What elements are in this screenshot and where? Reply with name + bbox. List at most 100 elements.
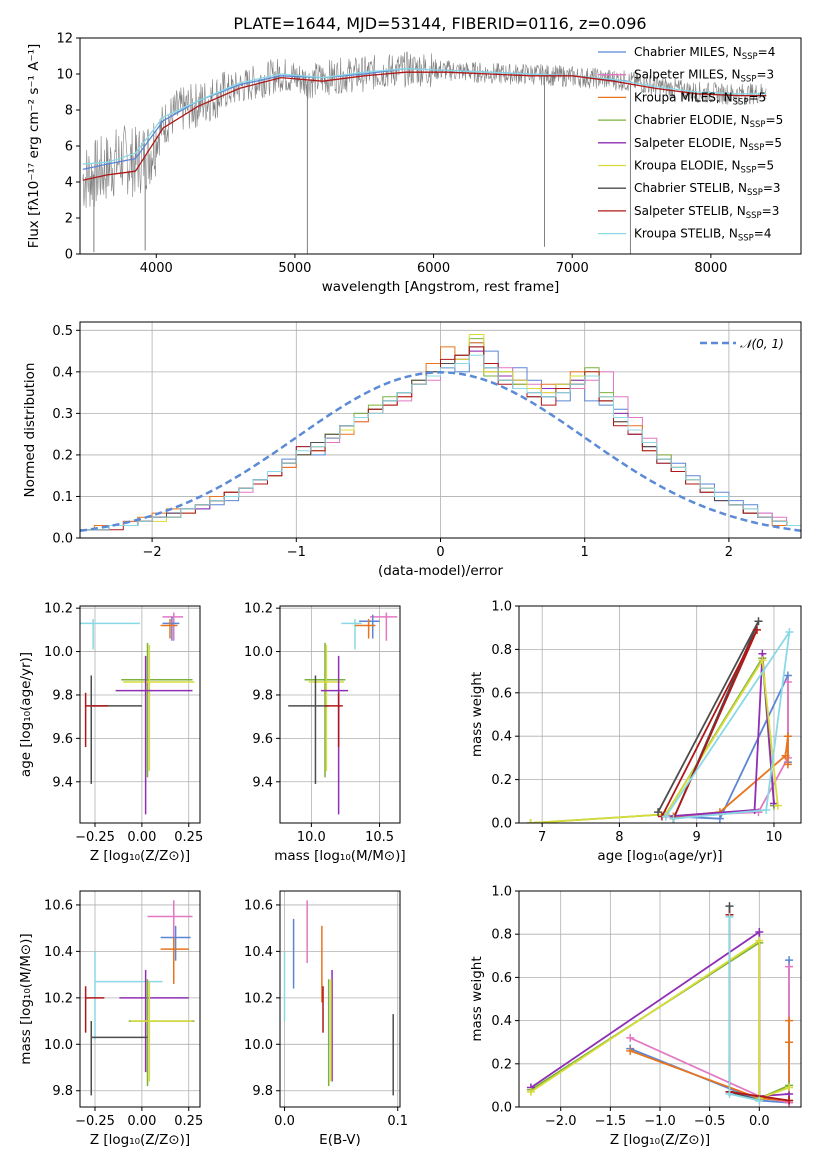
errorbar-point <box>370 612 398 641</box>
y-tick-label: 0.0 <box>52 532 73 547</box>
x-tick-label: 0.00 <box>127 830 156 845</box>
axes-frame <box>279 605 401 824</box>
x-tick-label: 4000 <box>140 261 173 276</box>
weight-marker <box>661 812 670 821</box>
x-tick-label: 2 <box>725 545 733 560</box>
plot-area <box>82 51 767 254</box>
errorbar-point <box>84 692 109 748</box>
x-tick-label: 9 <box>693 830 701 845</box>
y-tick-label: 10.4 <box>44 945 73 960</box>
y-tick-label: 9.8 <box>52 688 73 703</box>
y-tick-label: 10.0 <box>244 645 273 660</box>
plot-area <box>526 902 794 1107</box>
y-tick-label: 0 <box>65 248 73 263</box>
errorbar-point <box>147 900 193 963</box>
plot-area <box>80 612 195 815</box>
x-tick-label: 0.00 <box>127 1114 156 1129</box>
y-tick-label: 10.6 <box>44 898 73 913</box>
y-axis-label: mass [log₁₀(M/M⊙)] <box>18 933 34 1064</box>
axes-frame <box>518 890 802 1108</box>
errorbar-point <box>94 951 163 1040</box>
y-axis-label: Normed distribution <box>22 363 38 498</box>
weight-marker <box>773 801 782 810</box>
x-tick-label: −1 <box>287 545 306 560</box>
y-tick-label: 10.2 <box>244 602 273 617</box>
y-tick-label: 0.6 <box>491 971 512 986</box>
weight-marker <box>526 1087 535 1096</box>
y-axis-label: mass weight <box>469 672 485 757</box>
errorbar-point <box>123 645 195 771</box>
y-tick-label: 4 <box>65 176 73 191</box>
y-axis-label: Flux [fλ10⁻¹⁷ erg cm⁻² s⁻¹ A⁻¹] <box>26 44 42 249</box>
legend-label: Chabrier ELODIE, NSSP=5 <box>634 113 783 130</box>
legend-label: Chabrier MILES, NSSP=4 <box>634 45 775 62</box>
y-tick-label: 10.0 <box>44 1038 73 1053</box>
weight-series <box>530 655 775 823</box>
y-tick-label: 0.2 <box>491 773 512 788</box>
errorbar-point <box>121 642 193 778</box>
errorbar-point <box>355 619 376 639</box>
weight-marker <box>783 732 792 741</box>
weight-marker <box>725 912 734 921</box>
x-axis-label: Z [log₁₀(Z/Z⊙)] <box>90 848 190 864</box>
y-tick-label: 1.0 <box>491 885 512 900</box>
x-tick-label: 0.0 <box>274 1114 295 1129</box>
model-spectrum <box>82 67 767 165</box>
y-tick-label: 1.0 <box>491 600 512 615</box>
chart-age_vs_mass: 10.0 10.5 9.4 9.6 9.8 10.0 10.2 mass [log₁₀(M/M… <box>244 602 406 864</box>
chart-residuals: −2 −1 0 1 2 0.0 0.1 0.2 0.3 0.4 0.5 (data-model)/er… <box>22 321 802 579</box>
x-tick-label: −2 <box>143 545 162 560</box>
x-tick-label: 8 <box>615 830 623 845</box>
plot-area <box>288 612 398 815</box>
legend: Chabrier MILES, NSSP=4 Salpeter MILES, NS… <box>598 45 783 244</box>
x-tick-label: 0.0 <box>749 1114 770 1129</box>
figure-title: PLATE=1644, MJD=53144, FIBERID=0116, z=0… <box>233 14 646 33</box>
weight-marker <box>654 808 663 817</box>
y-tick-label: 2 <box>65 212 73 227</box>
errorbar-point <box>90 675 142 784</box>
x-tick-label: 7 <box>538 830 546 845</box>
x-tick-label: 8000 <box>694 261 727 276</box>
weight-marker <box>785 1083 794 1092</box>
normal-reference-curve <box>80 371 801 532</box>
y-tick-label: 10.4 <box>244 945 273 960</box>
errorbar-point <box>160 937 189 984</box>
x-axis-label: age [log₁₀(age/yr)] <box>597 848 722 864</box>
y-tick-label: 10.0 <box>44 645 73 660</box>
plot-area <box>80 334 801 538</box>
weight-marker <box>755 928 764 937</box>
weight-marker <box>755 936 764 945</box>
model-spectrum <box>82 71 767 181</box>
errorbar-point <box>160 619 178 639</box>
y-tick-label: 0.4 <box>491 730 512 745</box>
weight-marker <box>626 1033 635 1042</box>
weight-marker <box>785 1096 794 1105</box>
legend-label: Chabrier STELIB, NSSP=3 <box>634 181 781 198</box>
axes-frame <box>518 605 802 824</box>
legend-label: Kroupa STELIB, NSSP=4 <box>634 227 772 244</box>
weight-marker <box>785 1016 794 1025</box>
x-tick-label: −0.25 <box>75 830 115 845</box>
legend-label: Salpeter STELIB, NSSP=3 <box>634 204 779 221</box>
plot-area <box>84 900 195 1096</box>
weight-marker <box>783 760 792 769</box>
y-tick-label: 10 <box>56 68 73 83</box>
y-tick-label: 12 <box>56 32 73 47</box>
x-tick-label: −0.25 <box>75 1114 115 1129</box>
weight-marker <box>725 1090 734 1099</box>
observed-spectrum <box>82 51 767 208</box>
x-tick-label: −0.5 <box>694 1114 726 1129</box>
x-axis-label: mass [log₁₀(M/M⊙)] <box>274 848 405 864</box>
y-tick-label: 10.2 <box>244 991 273 1006</box>
x-tick-label: −2.0 <box>545 1114 577 1129</box>
x-tick-label: 5000 <box>278 261 311 276</box>
y-tick-label: 0.2 <box>52 448 73 463</box>
y-tick-label: 0.1 <box>52 490 73 505</box>
errorbar-point <box>80 619 140 650</box>
x-axis-label: (data-model)/error <box>378 563 504 579</box>
weight-marker <box>626 1046 635 1055</box>
y-tick-label: 10.0 <box>244 1038 273 1053</box>
y-tick-label: 9.8 <box>252 688 273 703</box>
y-tick-label: 0.4 <box>52 365 73 380</box>
y-tick-label: 9.8 <box>52 1084 73 1099</box>
